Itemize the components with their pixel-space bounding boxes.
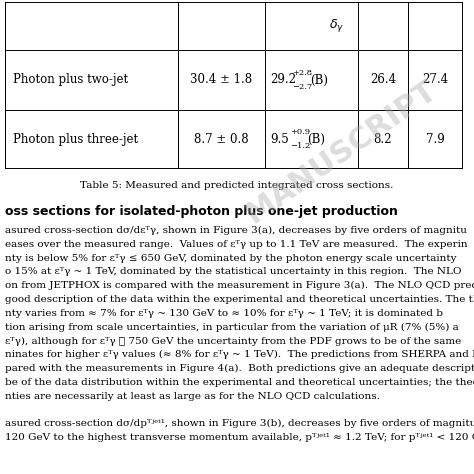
Text: on from JETPHOX is compared with the measurement in Figure 3(a).  The NLO QCD pr: on from JETPHOX is compared with the mea… [5,281,474,290]
Text: −1.2: −1.2 [290,142,310,150]
Text: Table 5: Measured and predicted integrated cross sections.: Table 5: Measured and predicted integrat… [80,181,394,190]
Text: εᵀγ), although for εᵀγ ≳ 750 GeV the uncertainty from the PDF grows to be of the: εᵀγ), although for εᵀγ ≳ 750 GeV the unc… [5,337,461,346]
Text: 27.4: 27.4 [422,73,448,86]
Text: be of the data distribution within the experimental and theoretical uncertaintie: be of the data distribution within the e… [5,378,474,387]
Text: 26.4: 26.4 [370,73,396,86]
Text: 30.4 ± 1.8: 30.4 ± 1.8 [191,73,253,86]
Text: ninates for higher εᵀγ values (≈ 8% for εᵀγ ~ 1 TeV).  The predictions from SHER: ninates for higher εᵀγ values (≈ 8% for … [5,350,474,359]
Text: (B): (B) [307,133,325,146]
Text: eases over the measured range.  Values of εᵀγ up to 1.1 TeV are measured.  The e: eases over the measured range. Values of… [5,240,468,249]
Text: asured cross-section dσ/dpᵀʲᵉᵗ¹, shown in Figure 3(b), decreases by five orders : asured cross-section dσ/dpᵀʲᵉᵗ¹, shown i… [5,419,474,428]
Text: 29.2: 29.2 [270,73,296,86]
Text: nty varies from ≈ 7% for εᵀγ ~ 130 GeV to ≈ 10% for εᵀγ ~ 1 TeV; it is dominated: nty varies from ≈ 7% for εᵀγ ~ 130 GeV t… [5,309,443,318]
Text: 8.7 ± 0.8: 8.7 ± 0.8 [194,133,249,146]
Text: −2.7: −2.7 [292,83,312,91]
Text: asured cross-section dσ/dεᵀγ, shown in Figure 3(a), decreases by five orders of : asured cross-section dσ/dεᵀγ, shown in F… [5,226,467,235]
Text: Photon plus two-jet: Photon plus two-jet [13,73,128,86]
Text: 120 GeV to the highest transverse momentum available, pᵀʲᵉᵗ¹ ≈ 1.2 TeV; for pᵀʲᵉ: 120 GeV to the highest transverse moment… [5,433,474,442]
Text: nty is below 5% for εᵀγ ≤ 650 GeV, dominated by the photon energy scale uncertai: nty is below 5% for εᵀγ ≤ 650 GeV, domin… [5,254,456,263]
Text: pared with the measurements in Figure 4(a).  Both predictions give an adequate d: pared with the measurements in Figure 4(… [5,364,474,373]
Text: tion arising from scale uncertainties, in particular from the variation of μR (7: tion arising from scale uncertainties, i… [5,323,459,332]
Text: good description of the data within the experimental and theoretical uncertainti: good description of the data within the … [5,295,474,304]
Text: (B): (B) [310,73,328,86]
Text: 9.5: 9.5 [270,133,289,146]
Text: MANUSCRIPT: MANUSCRIPT [240,75,442,228]
Text: Photon plus three-jet: Photon plus three-jet [13,133,138,146]
Text: nties are necessarily at least as large as for the NLO QCD calculations.: nties are necessarily at least as large … [5,392,380,401]
Text: o 15% at εᵀγ ~ 1 TeV, dominated by the statistical uncertainty in this region.  : o 15% at εᵀγ ~ 1 TeV, dominated by the s… [5,267,462,276]
Text: +0.9: +0.9 [290,128,310,136]
Text: +2.8: +2.8 [292,69,312,77]
Text: $\delta_\gamma$: $\delta_\gamma$ [329,18,344,35]
Text: 8.2: 8.2 [374,133,392,146]
Text: 7.9: 7.9 [426,133,444,146]
Text: oss sections for isolated-photon plus one-jet production: oss sections for isolated-photon plus on… [5,205,398,218]
